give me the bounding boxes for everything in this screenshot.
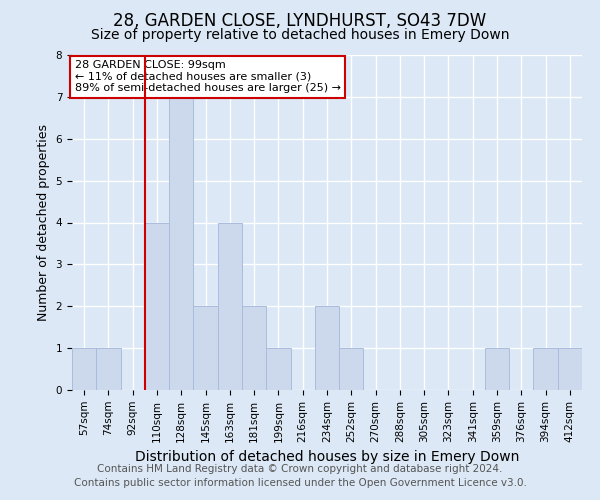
Text: 28, GARDEN CLOSE, LYNDHURST, SO43 7DW: 28, GARDEN CLOSE, LYNDHURST, SO43 7DW: [113, 12, 487, 30]
Bar: [72, 348, 96, 390]
Bar: [169, 97, 193, 390]
Bar: [533, 348, 558, 390]
Bar: [96, 348, 121, 390]
Bar: [145, 222, 169, 390]
Bar: [193, 306, 218, 390]
X-axis label: Distribution of detached houses by size in Emery Down: Distribution of detached houses by size …: [135, 450, 519, 464]
Text: Size of property relative to detached houses in Emery Down: Size of property relative to detached ho…: [91, 28, 509, 42]
Bar: [315, 306, 339, 390]
Y-axis label: Number of detached properties: Number of detached properties: [37, 124, 50, 321]
Bar: [242, 306, 266, 390]
Bar: [485, 348, 509, 390]
Bar: [339, 348, 364, 390]
Text: 28 GARDEN CLOSE: 99sqm
← 11% of detached houses are smaller (3)
89% of semi-deta: 28 GARDEN CLOSE: 99sqm ← 11% of detached…: [74, 60, 341, 93]
Bar: [266, 348, 290, 390]
Bar: [218, 222, 242, 390]
Text: Contains HM Land Registry data © Crown copyright and database right 2024.
Contai: Contains HM Land Registry data © Crown c…: [74, 464, 526, 487]
Bar: [558, 348, 582, 390]
